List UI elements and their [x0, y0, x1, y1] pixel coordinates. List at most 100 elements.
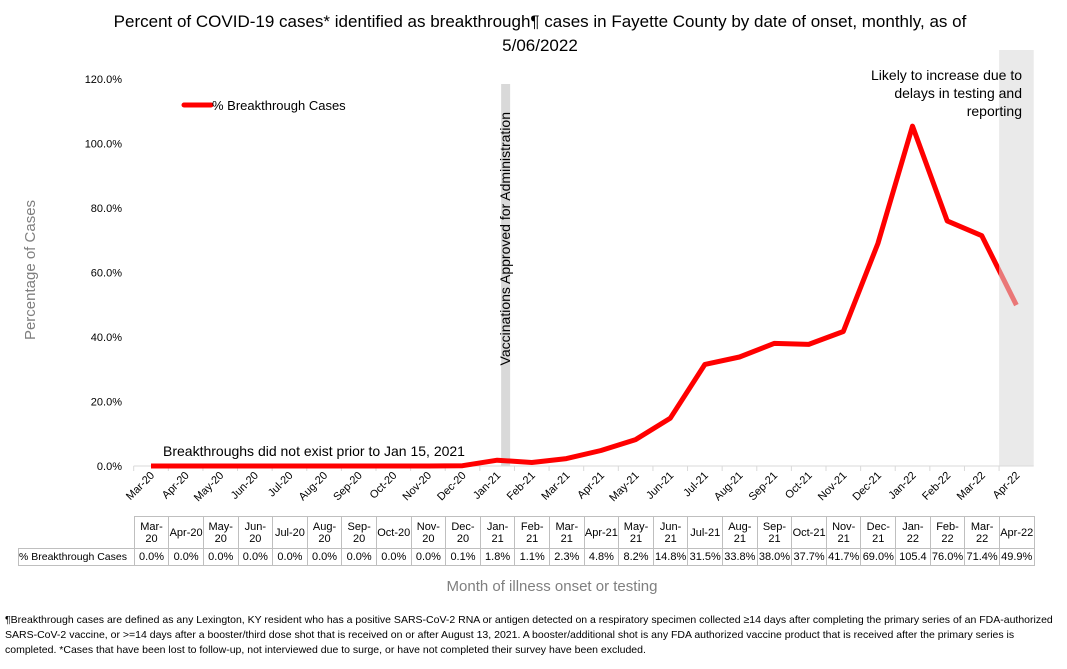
table-value: 0.0%: [306, 548, 343, 566]
x-tick-label: Sep-20: [331, 470, 365, 504]
y-tick-label: 80.0%: [91, 203, 122, 215]
x-tick-label: Sep-21: [747, 470, 781, 504]
footnote: ¶Breakthrough cases are defined as any L…: [5, 614, 1053, 656]
y-tick-label: 120.0%: [85, 74, 123, 86]
x-tick-label: May-20: [192, 470, 226, 504]
table-header: Oct-21: [791, 516, 827, 549]
table-header: May-21: [618, 516, 654, 549]
x-tick-label: Jun-20: [229, 470, 261, 502]
x-tick-label: Jan-21: [471, 470, 503, 502]
x-tick-label: Apr-20: [160, 470, 192, 502]
table-value: 41.7%: [825, 548, 862, 566]
x-tick-label: Oct-21: [783, 470, 815, 502]
table-value: 76.0%: [929, 548, 966, 566]
x-tick-label: Jun-21: [644, 470, 676, 502]
table-header: Mar-20: [133, 516, 170, 549]
table-header: Aug-20: [306, 516, 343, 549]
table-header: Apr-20: [168, 516, 204, 549]
table-header: Jan-22: [895, 516, 931, 549]
table-value: 0.0%: [168, 548, 204, 566]
y-tick-label: 0.0%: [97, 461, 122, 473]
x-tick-label: Aug-20: [297, 470, 331, 504]
table-header: Sep-20: [341, 516, 377, 549]
table-value: 0.0%: [272, 548, 308, 566]
table-value: 33.8%: [722, 548, 758, 566]
x-tick-label: Oct-20: [368, 470, 400, 502]
table-value: 1.1%: [514, 548, 550, 566]
table-value: 0.0%: [133, 548, 170, 566]
table-header: Dec-20: [445, 516, 481, 549]
x-tick-label: Nov-21: [816, 470, 850, 504]
table-value: 38.0%: [756, 548, 793, 566]
y-tick-label: 100.0%: [85, 139, 123, 151]
table-value: 2.3%: [549, 548, 585, 566]
table-value: 0.0%: [237, 548, 274, 566]
table-value: 0.0%: [375, 548, 412, 566]
y-tick-label: 40.0%: [91, 332, 122, 344]
x-tick-label: Nov-20: [400, 470, 434, 504]
legend-label: % Breakthrough Cases: [212, 98, 346, 113]
x-tick-label: Jan-22: [886, 470, 918, 502]
x-tick-label: Apr-21: [575, 470, 607, 502]
chart-title: Percent of COVID-19 cases* identified as…: [113, 12, 967, 55]
table-value: 37.7%: [791, 548, 827, 566]
table-header: Nov-20: [410, 516, 447, 549]
table-value: 31.5%: [687, 548, 724, 566]
table-value: 0.0%: [410, 548, 447, 566]
x-tick-label: Mar-22: [955, 470, 988, 503]
table-value: 8.2%: [618, 548, 654, 566]
annotation: Likely to increase due to delays in test…: [871, 67, 1022, 119]
x-tick-label: Jul-20: [266, 470, 296, 500]
table-value: 0.0%: [202, 548, 239, 566]
table-value: 0.0%: [341, 548, 377, 566]
x-tick-label: May-21: [607, 470, 641, 504]
table-header: Sep-21: [756, 516, 793, 549]
y-tick-label: 20.0%: [91, 397, 122, 409]
table-header: Jun-21: [652, 516, 689, 549]
y-axis-title: Percentage of Cases: [22, 200, 39, 340]
x-tick-label: Mar-20: [124, 470, 157, 503]
table-header: Jan-21: [479, 516, 516, 549]
line: [151, 123, 1019, 469]
table-header: Apr-22: [998, 516, 1035, 549]
x-tick-label: Feb-22: [920, 470, 953, 503]
table-header: Jun-20: [237, 516, 274, 549]
table-value: 4.8%: [583, 548, 620, 566]
table-header: Jul-21: [687, 516, 724, 549]
table-header: Nov-21: [825, 516, 862, 549]
x-tick-label: Aug-21: [712, 470, 746, 504]
annotation: Breakthroughs did not exist prior to Jan…: [163, 443, 465, 459]
table-header: Feb-21: [514, 516, 550, 549]
table-value: 0.1%: [445, 548, 481, 566]
x-tick-label: Mar-21: [539, 470, 572, 503]
table-value: 105.4: [895, 548, 931, 566]
data-table: Mar-20 Apr-20 May-20 Jun-20 Jul-20 Aug-20 Sep-…: [18, 516, 1035, 566]
annotation: Vaccinations Approved for Administration: [497, 112, 513, 365]
table-value: 71.4%: [964, 548, 1000, 566]
x-tick-label: Apr-22: [991, 470, 1023, 502]
table-header: Dec-21: [860, 516, 897, 549]
table-header: Mar-22: [964, 516, 1000, 549]
table-corner: [19, 517, 135, 549]
table-value: 69.0%: [860, 548, 897, 566]
table-value: 1.8%: [479, 548, 516, 566]
table-header: Mar-21: [549, 516, 585, 549]
x-tick-label: Dec-21: [850, 470, 884, 504]
table-header: Apr-21: [583, 516, 620, 549]
incomplete-period-band: [999, 50, 1034, 466]
vaccination-band: [501, 84, 511, 466]
table-header: Aug-21: [722, 516, 758, 549]
y-tick-label: 60.0%: [91, 268, 122, 280]
x-tick-label: Feb-21: [505, 470, 538, 503]
x-axis-title: Month of illness onset or testing: [447, 578, 658, 595]
table-value: 14.8%: [652, 548, 689, 566]
table-header: Feb-22: [929, 516, 966, 549]
table-value: 49.9%: [998, 548, 1035, 566]
table-header: May-20: [202, 516, 239, 549]
x-tick-label: Jul-21: [681, 470, 711, 500]
table-header: Jul-20: [272, 516, 308, 549]
x-tick-label: Dec-20: [435, 470, 469, 504]
table-row-label: % Breakthrough Cases: [18, 548, 135, 566]
